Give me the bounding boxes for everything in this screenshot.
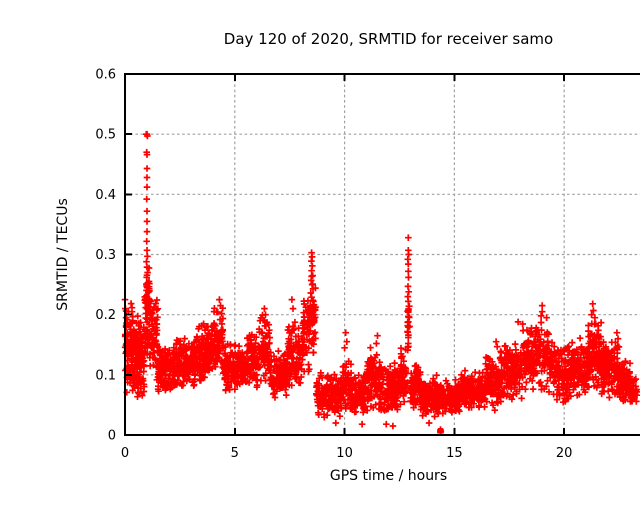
x-tick-label: 5 bbox=[231, 446, 239, 461]
scatter-points bbox=[121, 130, 640, 436]
x-tick-label: 10 bbox=[336, 446, 353, 461]
x-tick-label: 0 bbox=[121, 446, 129, 461]
y-tick-label: 0.5 bbox=[95, 128, 116, 143]
plot-frame bbox=[124, 73, 640, 436]
data-point-markers bbox=[121, 130, 640, 436]
y-tick-label: 0.6 bbox=[95, 68, 116, 83]
gnuplot-figure: 0 5 10 15 20 0 0.1 0.2 0.3 0.4 0.5 0.6 Day 120 of 2… bbox=[40, 16, 640, 496]
data-point-square bbox=[438, 427, 444, 433]
x-tick-label: 15 bbox=[446, 446, 463, 461]
x-axis-label: GPS time / hours bbox=[330, 468, 447, 484]
chart-title: Day 120 of 2020, SRMTID for receiver sam… bbox=[224, 30, 553, 48]
y-tick-label: 0.1 bbox=[95, 368, 116, 383]
chart-svg: 0 5 10 15 20 0 0.1 0.2 0.3 0.4 0.5 0.6 Day 120 of 2… bbox=[55, 30, 640, 484]
tick-labels: 0 5 10 15 20 0 0.1 0.2 0.3 0.4 0.5 0.6 bbox=[95, 68, 572, 462]
x-tick-label: 20 bbox=[556, 446, 573, 461]
y-axis-label: SRMTID / TECUs bbox=[55, 198, 71, 311]
y-tick-label: 0.2 bbox=[95, 308, 116, 323]
y-tick-label: 0.3 bbox=[95, 248, 116, 263]
y-tick-label: 0 bbox=[108, 429, 116, 444]
y-tick-label: 0.4 bbox=[95, 188, 116, 203]
